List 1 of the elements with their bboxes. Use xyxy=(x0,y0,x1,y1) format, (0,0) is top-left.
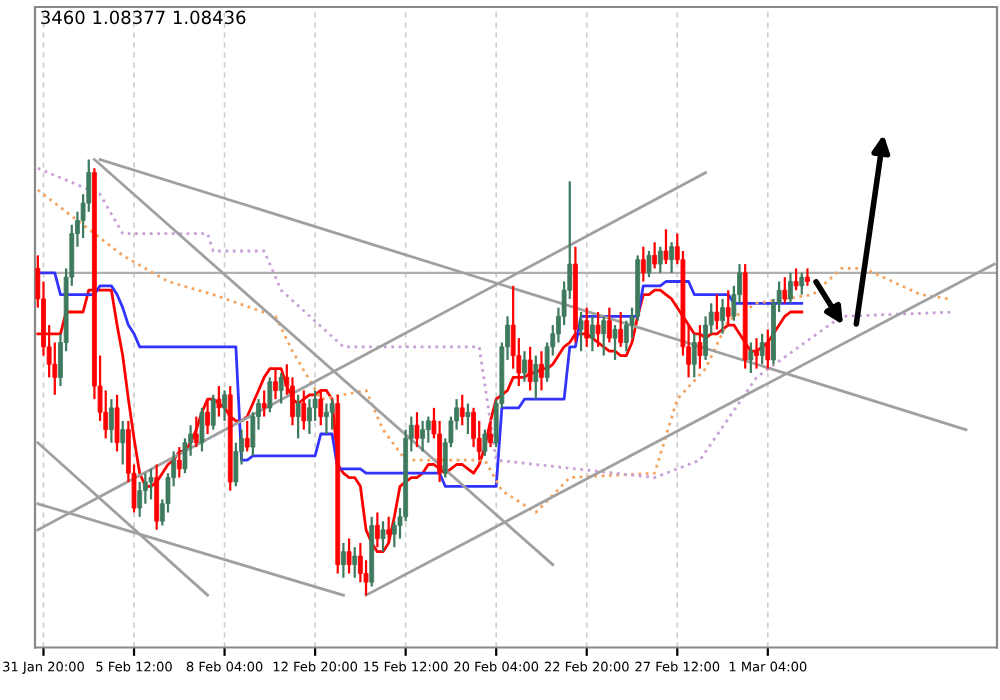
text: 3460 1.08377 1.08436 xyxy=(41,10,246,25)
